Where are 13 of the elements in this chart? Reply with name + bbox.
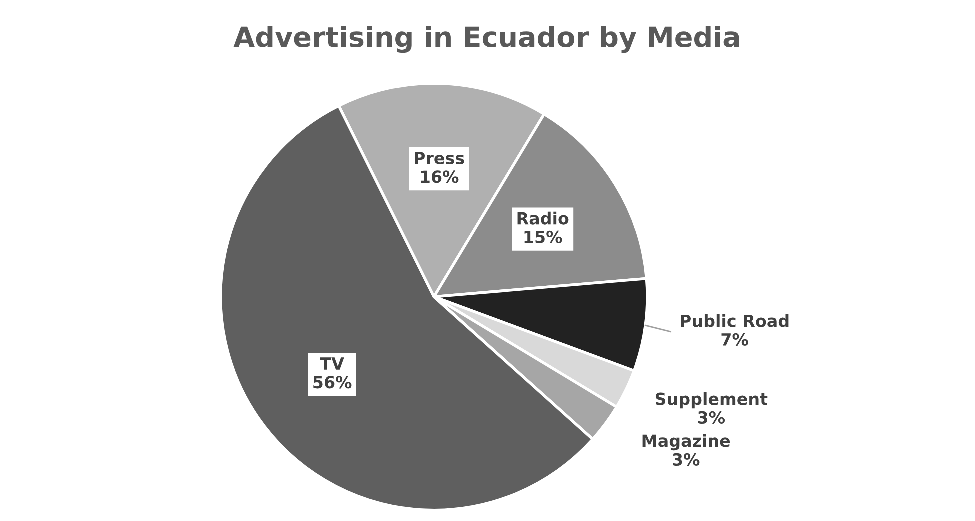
data-label: 56% <box>314 376 352 389</box>
data-label: 15% <box>524 230 562 244</box>
chart-title: Advertising in Ecuador by Media <box>234 26 740 54</box>
slice-label: Radio <box>518 212 569 225</box>
data-label: 16% <box>421 170 459 184</box>
data-label: 3% <box>698 411 725 424</box>
slice-label: Magazine <box>642 434 730 451</box>
slice-label: Press <box>415 152 464 165</box>
slice-label: Supplement <box>656 392 768 409</box>
data-label: 3% <box>673 453 700 466</box>
slice-label: TV <box>320 358 344 370</box>
slice-label: Public Road <box>681 314 789 328</box>
data-label: 7% <box>722 333 748 346</box>
